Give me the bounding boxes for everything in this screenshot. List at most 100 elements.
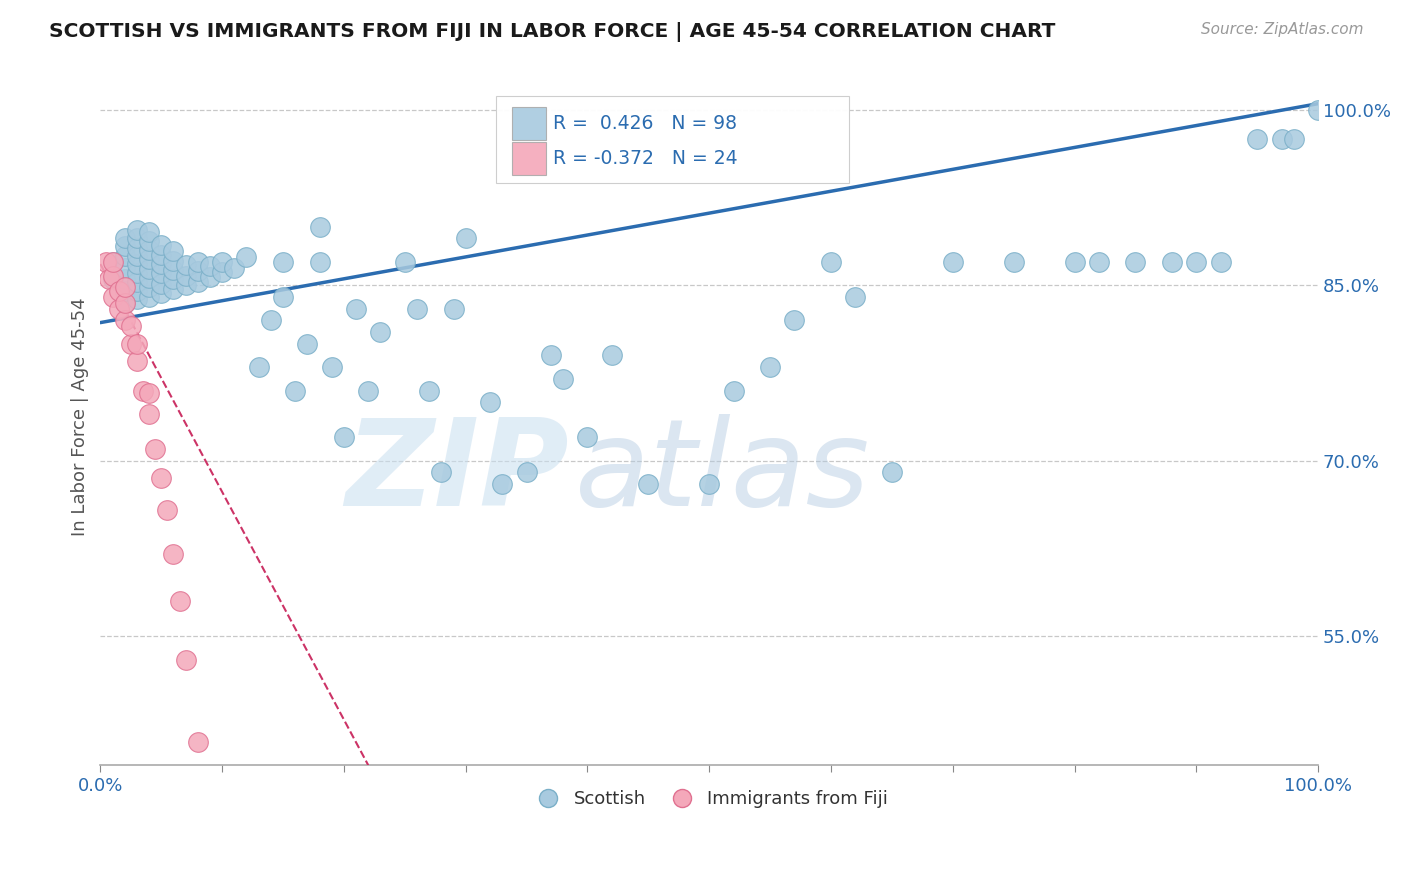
Point bbox=[162, 263, 184, 277]
Point bbox=[430, 466, 453, 480]
Point bbox=[1271, 132, 1294, 146]
Point bbox=[1246, 132, 1268, 146]
Point bbox=[1002, 254, 1025, 268]
Point bbox=[1088, 254, 1111, 268]
Point bbox=[101, 290, 124, 304]
Point bbox=[357, 384, 380, 398]
Point bbox=[138, 271, 160, 285]
Point bbox=[162, 253, 184, 268]
Point bbox=[150, 471, 173, 485]
Point bbox=[138, 280, 160, 294]
Point bbox=[1185, 254, 1208, 268]
Point bbox=[942, 254, 965, 268]
Point bbox=[120, 319, 142, 334]
Point bbox=[187, 254, 209, 268]
Point bbox=[138, 243, 160, 257]
Point bbox=[308, 219, 330, 234]
Point bbox=[107, 301, 129, 316]
Point bbox=[344, 301, 367, 316]
Point bbox=[491, 477, 513, 491]
Point bbox=[114, 260, 136, 275]
Point bbox=[454, 231, 477, 245]
Point bbox=[844, 290, 866, 304]
FancyBboxPatch shape bbox=[512, 107, 546, 140]
Point bbox=[321, 360, 343, 375]
Point bbox=[297, 336, 319, 351]
Point bbox=[1282, 132, 1305, 146]
Point bbox=[174, 653, 197, 667]
Point bbox=[211, 265, 233, 279]
Point bbox=[406, 301, 429, 316]
Point bbox=[553, 372, 575, 386]
Point bbox=[880, 466, 903, 480]
Point bbox=[198, 269, 221, 284]
Point bbox=[138, 261, 160, 276]
Text: atlas: atlas bbox=[575, 414, 870, 531]
Point bbox=[114, 231, 136, 245]
Point bbox=[174, 268, 197, 283]
Point bbox=[187, 264, 209, 278]
Point bbox=[114, 295, 136, 310]
Point bbox=[443, 301, 465, 316]
Point bbox=[125, 249, 148, 263]
Legend: Scottish, Immigrants from Fiji: Scottish, Immigrants from Fiji bbox=[523, 783, 896, 815]
Point bbox=[271, 254, 294, 268]
Point bbox=[576, 430, 599, 444]
Point bbox=[101, 268, 124, 283]
Point bbox=[125, 257, 148, 271]
Point bbox=[125, 354, 148, 368]
Point bbox=[138, 290, 160, 304]
Point bbox=[96, 254, 118, 268]
Point bbox=[138, 385, 160, 400]
Point bbox=[370, 325, 392, 339]
Point bbox=[820, 254, 842, 268]
Point bbox=[187, 275, 209, 289]
Point bbox=[169, 594, 191, 608]
Point bbox=[723, 384, 745, 398]
Point bbox=[211, 254, 233, 268]
Point bbox=[418, 384, 440, 398]
Point bbox=[697, 477, 720, 491]
Point bbox=[284, 384, 307, 398]
Point bbox=[150, 257, 173, 271]
Point bbox=[516, 466, 538, 480]
Point bbox=[120, 336, 142, 351]
Point bbox=[162, 244, 184, 259]
Text: R = -0.372   N = 24: R = -0.372 N = 24 bbox=[554, 149, 738, 168]
Point bbox=[114, 239, 136, 253]
Text: SCOTTISH VS IMMIGRANTS FROM FIJI IN LABOR FORCE | AGE 45-54 CORRELATION CHART: SCOTTISH VS IMMIGRANTS FROM FIJI IN LABO… bbox=[49, 22, 1056, 42]
Point bbox=[101, 272, 124, 286]
Text: Source: ZipAtlas.com: Source: ZipAtlas.com bbox=[1201, 22, 1364, 37]
Text: ZIP: ZIP bbox=[346, 414, 569, 531]
Point bbox=[540, 348, 562, 362]
Point bbox=[125, 231, 148, 245]
Point bbox=[125, 241, 148, 255]
Point bbox=[150, 286, 173, 301]
Point bbox=[162, 548, 184, 562]
Point bbox=[1308, 103, 1330, 117]
Point bbox=[235, 250, 257, 264]
Y-axis label: In Labor Force | Age 45-54: In Labor Force | Age 45-54 bbox=[72, 298, 89, 536]
Point bbox=[1125, 254, 1147, 268]
Point bbox=[187, 735, 209, 749]
Point bbox=[107, 284, 129, 298]
Point bbox=[114, 272, 136, 286]
Point bbox=[114, 295, 136, 310]
Point bbox=[125, 223, 148, 237]
Point bbox=[308, 254, 330, 268]
Point bbox=[97, 272, 120, 286]
Point bbox=[162, 272, 184, 286]
Point bbox=[1161, 254, 1184, 268]
Point bbox=[600, 348, 623, 362]
Point bbox=[271, 290, 294, 304]
Point bbox=[101, 254, 124, 268]
Point bbox=[1063, 254, 1085, 268]
Point bbox=[114, 313, 136, 327]
Point bbox=[174, 278, 197, 293]
Point bbox=[150, 267, 173, 281]
Point bbox=[125, 292, 148, 306]
Point bbox=[156, 503, 179, 517]
Point bbox=[125, 336, 148, 351]
Point bbox=[114, 249, 136, 263]
Point bbox=[247, 360, 270, 375]
